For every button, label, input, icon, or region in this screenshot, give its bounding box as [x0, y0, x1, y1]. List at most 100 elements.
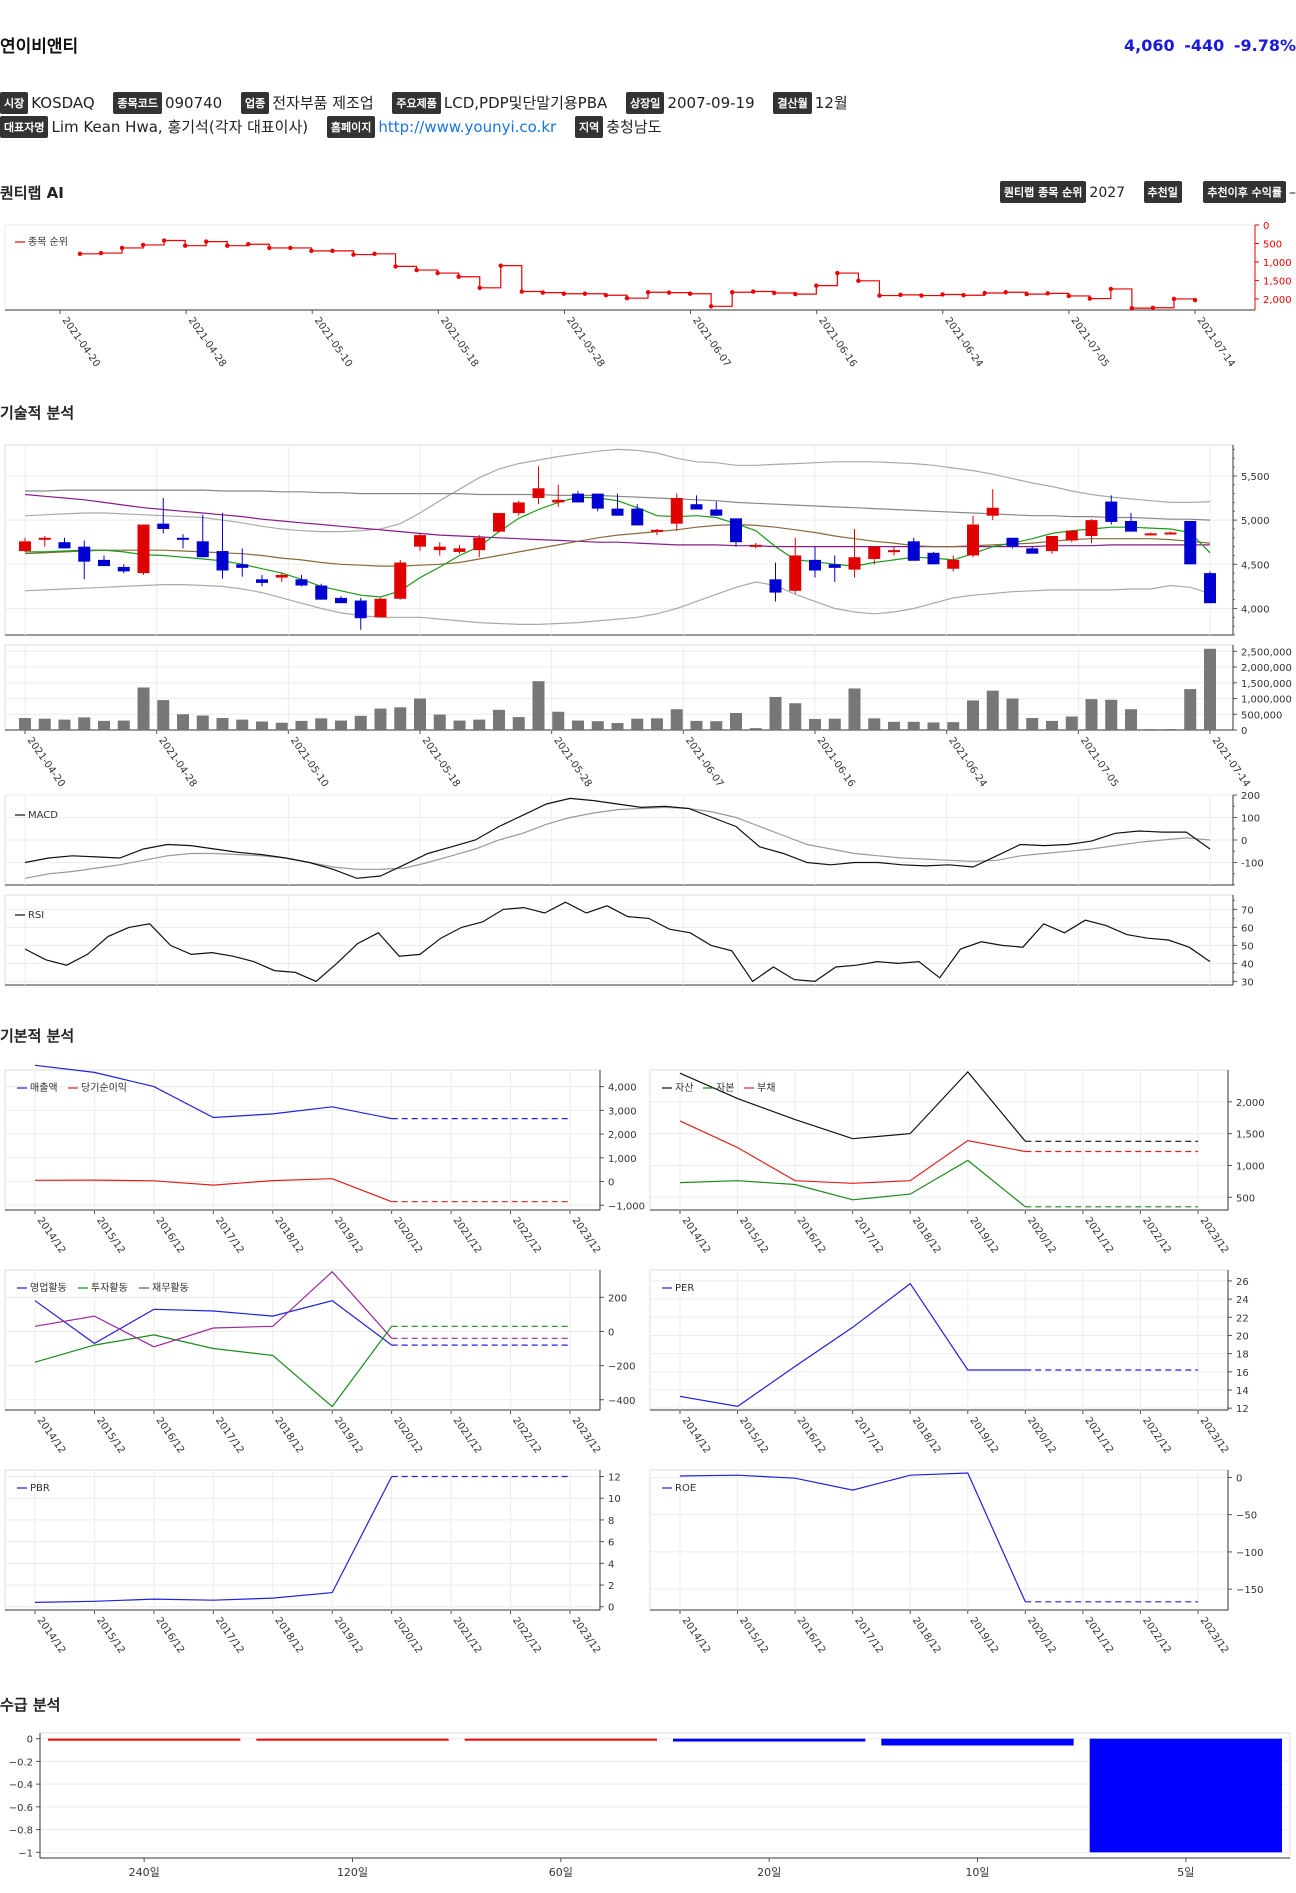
candle-body [710, 509, 723, 516]
volume-bar [295, 720, 308, 730]
macd-signal-line [24, 806, 1211, 879]
per-xtick-label: 2015/12 [737, 1415, 770, 1455]
supply-bar [48, 1738, 241, 1741]
roe-panel: −150 −100 −50 0 ROE 2014/12 2015/12 2016/12 2017… [649, 1469, 1263, 1656]
rank-ytick-label: 1,000 [1263, 258, 1292, 269]
asset-legend-label: 자본 [716, 1082, 734, 1094]
volume-xtick-label: 2021-07-05 [1078, 735, 1120, 789]
asset-ytick-label: 1,500 [1236, 1130, 1265, 1141]
roe-xtick-label: 2015/12 [737, 1615, 770, 1655]
candle-body [98, 559, 110, 567]
macd-ytick-label: 0 [1241, 836, 1247, 847]
sales_profit-series-solid [34, 1178, 392, 1203]
homepage-link[interactable]: http://www.younyi.co.kr [378, 118, 557, 136]
candle-body [19, 541, 31, 552]
volume-bar [19, 718, 31, 730]
volume-bar [1105, 699, 1118, 730]
fundamental-charts: −1,000 0 1,000 2,000 3,000 4,000 매출액 당기순이익 2014/… [4, 1064, 1265, 1656]
candle-body [1144, 533, 1157, 536]
volume-xtick-label: 2021-04-20 [25, 735, 67, 789]
volume-xtick-label: 2021-05-18 [420, 735, 462, 789]
asset-ytick-label: 2,000 [1236, 1098, 1265, 1109]
sales_profit-series-solid [34, 1064, 392, 1120]
volume-bar [730, 713, 742, 730]
cashflow-xtick-label: 2022/12 [510, 1415, 543, 1455]
candle-body [848, 557, 861, 570]
volume-bar [1006, 698, 1019, 730]
roe-legend-label: ROE [675, 1483, 696, 1494]
candle-body [907, 541, 920, 561]
rsi-ytick-label: 60 [1241, 923, 1254, 934]
volume-bar [1184, 689, 1197, 730]
current-price: 4,060 [1124, 36, 1175, 55]
candle-body [196, 541, 209, 558]
sales_profit-xtick-label: 2016/12 [153, 1215, 186, 1255]
cashflow-xtick-label: 2018/12 [272, 1415, 305, 1455]
pbr-xtick-label: 2017/12 [213, 1615, 246, 1655]
cashflow-xtick-label: 2016/12 [153, 1415, 186, 1455]
candle-body [670, 498, 683, 524]
sales_profit-legend-label: 매출액 [30, 1082, 58, 1094]
sales_profit-xtick-label: 2020/12 [391, 1215, 424, 1255]
rank-xtick-label: 2021-06-24 [942, 315, 984, 369]
candle-body [1105, 501, 1118, 522]
return-value: – [1289, 185, 1296, 201]
ceo-tag: 대표자명 [0, 116, 49, 138]
volume-ytick-label: 2,000,000 [1241, 663, 1292, 674]
candle-body [275, 574, 288, 578]
volume-bar [670, 709, 683, 730]
rank-point [624, 295, 630, 301]
cashflow-xtick-label: 2023/12 [570, 1415, 603, 1455]
rank-point [898, 292, 903, 298]
sales_profit-ytick-label: −1,000 [608, 1201, 645, 1212]
candle-body [117, 566, 130, 572]
volume-bar [38, 718, 51, 730]
pbr-xtick-label: 2015/12 [94, 1615, 127, 1655]
per-ytick-label: 20 [1236, 1331, 1249, 1342]
rank-point [140, 242, 146, 248]
rank-point [1003, 290, 1008, 295]
rank-legend-label: 종목 순위 [28, 235, 68, 248]
volume-bar [493, 709, 505, 730]
code-tag: 종목코드 [113, 92, 162, 114]
volume-bar [1046, 720, 1058, 730]
listing-date-tag: 상장일 [626, 92, 665, 114]
volume-bar [532, 681, 545, 730]
rank-point [288, 245, 293, 251]
rank-point [835, 270, 840, 276]
candle-body [1085, 520, 1098, 537]
rank-point [119, 245, 125, 251]
volume-xtick-label: 2021-04-28 [156, 735, 198, 789]
rank-point [751, 289, 756, 294]
cashflow-xtick-label: 2017/12 [213, 1415, 246, 1455]
macd-panel: -100 0 100 200 MACD [4, 791, 1264, 886]
asset-xtick-label: 2022/12 [1140, 1215, 1173, 1255]
rank-point [182, 243, 188, 248]
rank-point [961, 293, 966, 298]
volume-bar [1065, 716, 1078, 730]
per-series-solid [679, 1282, 1026, 1408]
volume-bar [315, 718, 328, 730]
supply-xtick-label: 10일 [965, 1865, 989, 1879]
price-change-pct: -9.78% [1233, 36, 1296, 55]
rank-point [351, 252, 356, 257]
cashflow-xtick-label: 2014/12 [35, 1415, 68, 1455]
volume-bar [177, 714, 189, 730]
homepage-tag: 홈페이지 [326, 116, 376, 138]
rank-point [330, 248, 335, 254]
rank-point [1171, 296, 1177, 302]
supply-bar [1089, 1738, 1282, 1853]
rank-xtick-label: 2021-06-16 [816, 315, 858, 369]
rank-point [477, 285, 482, 291]
volume-panel: 0 500,000 1,000,000 1,500,000 2,000,000 2,500… [4, 644, 1292, 789]
volume-bar [986, 690, 999, 730]
supply-bar [673, 1738, 866, 1742]
rank-tag: 퀀티랩 종목 순위 [999, 181, 1087, 203]
rank-plot-area [4, 224, 1256, 311]
volume-bar [690, 720, 703, 730]
roe-xtick-label: 2020/12 [1025, 1615, 1058, 1655]
company-name: 연이비앤티 [0, 37, 79, 57]
rank-point [246, 242, 251, 247]
candle-body [730, 518, 742, 543]
rec-date-tag: 추천일 [1143, 181, 1182, 203]
